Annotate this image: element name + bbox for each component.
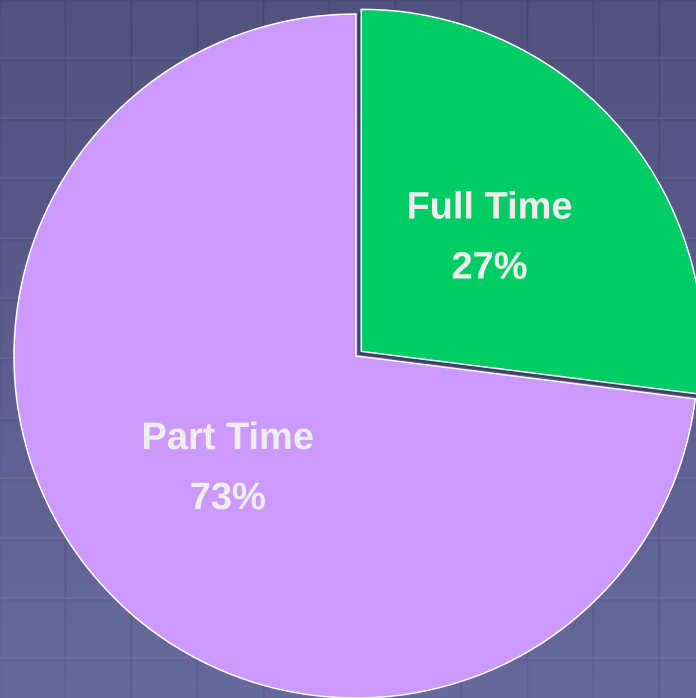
slice-label: Part Time	[141, 416, 313, 458]
slice-label: Full Time	[406, 185, 572, 227]
slice-value-label: 27%	[451, 245, 527, 287]
pie: Full Time 27% Part Time 73%	[13, 8, 696, 698]
slice	[360, 8, 696, 395]
slice-value-label: 73%	[190, 476, 266, 518]
slice	[13, 13, 696, 698]
